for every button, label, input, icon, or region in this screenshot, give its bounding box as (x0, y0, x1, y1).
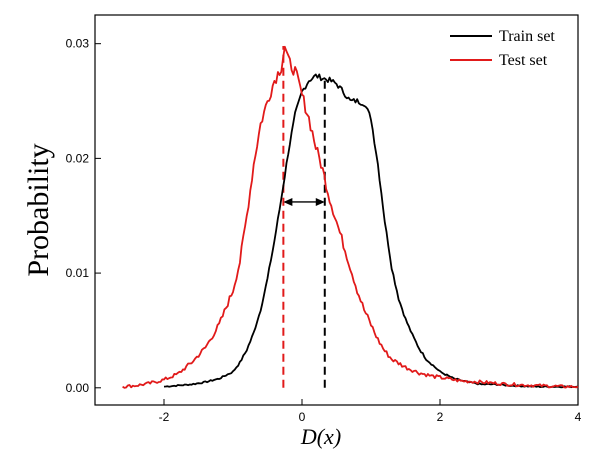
y-axis-title: Probability (22, 143, 55, 276)
legend-label-test: Test set (499, 52, 548, 69)
reference-lines (282, 45, 326, 388)
y-tick-label: 0.01 (66, 266, 90, 280)
x-tick-label: -2 (159, 410, 170, 424)
legend: Train set Test set (450, 28, 555, 69)
x-tick-label: 2 (437, 410, 444, 424)
shift-arrow-head-right (315, 197, 325, 206)
ticks: -2 0 2 4 0.00 0.01 0.02 0.03 (66, 37, 582, 424)
series-layer (122, 45, 579, 389)
y-tick-label: 0.02 (66, 151, 90, 165)
y-tick-label: 0.03 (66, 37, 90, 51)
x-tick-label: 0 (299, 410, 306, 424)
plot-frame (94, 14, 579, 406)
y-tick-label: 0.00 (66, 381, 90, 395)
series-line-train (163, 73, 579, 389)
legend-label-train: Train set (499, 28, 555, 45)
shift-arrow-head-left (283, 197, 293, 206)
series-line-test (122, 45, 579, 389)
x-tick-label: 4 (575, 410, 582, 424)
x-axis-title: D(x) (300, 424, 341, 449)
annotations (283, 197, 325, 206)
